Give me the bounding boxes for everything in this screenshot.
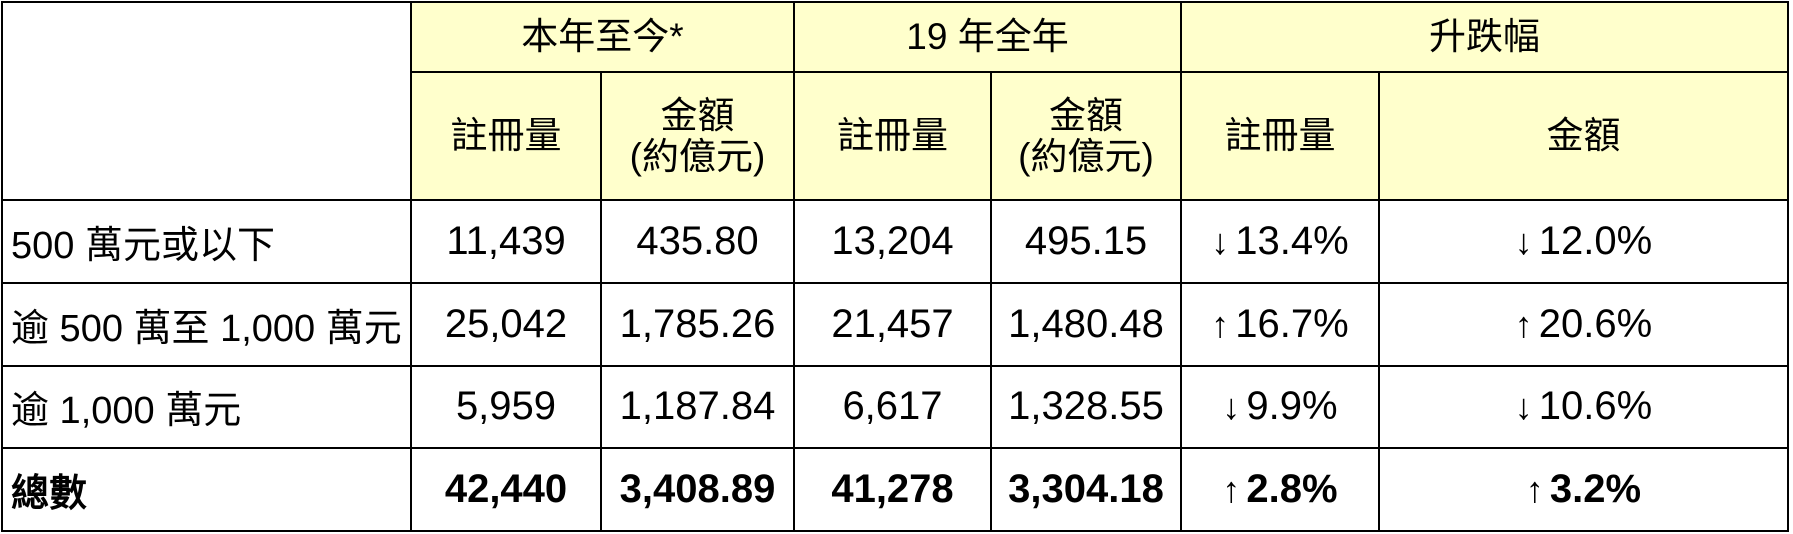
header-group-row: 本年至今* 19 年全年 升跌幅 <box>1 1 1789 201</box>
subheader-line1: 金額 <box>1049 94 1123 136</box>
arrow-down-icon: ↓ <box>1514 220 1533 262</box>
cell-ytd-count: 5,959 <box>410 364 602 450</box>
cell-change-amount: ↓ 12.0% <box>1378 199 1789 284</box>
subheader-line2: (約億元) <box>629 136 766 177</box>
subheader-ytd-amount: 金額 (約億元) <box>600 71 795 201</box>
header-group-change: 升跌幅 <box>1180 1 1789 73</box>
table-body: 500 萬元或以下 11,439 435.80 13,204 495.15 ↓ 1… <box>1 199 1789 532</box>
header-group-fullyear-19: 19 年全年 <box>793 1 1182 73</box>
header-subgroup-row: 註冊量 金額 (約億元) 註冊量 金額 (約億元) 註冊量 金額 <box>2 71 1789 201</box>
row-label: 總數 <box>1 447 412 532</box>
cell-ytd-count: 42,440 <box>410 447 602 532</box>
cell-change-amount: ↑ 20.6% <box>1378 281 1789 367</box>
subheader-line1: 金額 <box>1546 115 1621 157</box>
cell-change-count: ↓ 9.9% <box>1180 364 1380 450</box>
cell-change-count: ↓ 13.4% <box>1180 199 1380 284</box>
change-value: 9.9% <box>1246 384 1338 429</box>
subheader-line1: 金額 <box>660 94 735 136</box>
subheader-y19-count: 註冊量 <box>793 71 992 201</box>
change-value: 13.4% <box>1235 218 1349 263</box>
change-value: 10.6% <box>1538 384 1653 429</box>
cell-change-amount: ↓ 10.6% <box>1378 364 1789 450</box>
change-value: 12.0% <box>1538 218 1653 263</box>
row-label: 逾 1,000 萬元 <box>1 364 412 450</box>
subheader-change-count: 註冊量 <box>1180 71 1380 201</box>
cell-y19-count: 6,617 <box>793 364 992 450</box>
table-row: 逾 1,000 萬元 5,959 1,187.84 6,617 1,328.55… <box>1 364 1789 450</box>
arrow-up-icon: ↑ <box>1222 469 1241 511</box>
cell-change-amount: ↑ 3.2% <box>1378 447 1789 532</box>
change-value: 2.8% <box>1246 467 1338 512</box>
table-row: 逾 500 萬至 1,000 萬元 25,042 1,785.26 21,457… <box>1 281 1789 367</box>
cell-ytd-amount: 3,408.89 <box>600 447 795 532</box>
change-value: 16.7% <box>1235 301 1349 346</box>
arrow-up-icon: ↑ <box>1525 469 1544 511</box>
cell-y19-amount: 1,480.48 <box>990 281 1182 367</box>
cell-ytd-amount: 1,785.26 <box>600 281 795 367</box>
change-value: 20.6% <box>1538 301 1653 346</box>
subheader-line2: (約億元) <box>1018 136 1154 177</box>
arrow-down-icon: ↓ <box>1211 220 1230 262</box>
subheader-y19-amount: 金額 (約億元) <box>990 71 1182 201</box>
cell-y19-amount: 1,328.55 <box>990 364 1182 450</box>
subheader-line1: 註冊量 <box>450 115 562 157</box>
change-value: 3.2% <box>1549 467 1642 512</box>
arrow-up-icon: ↑ <box>1211 303 1230 345</box>
arrow-down-icon: ↓ <box>1514 386 1533 428</box>
cell-ytd-amount: 1,187.84 <box>600 364 795 450</box>
header-group-ytd: 本年至今* <box>410 1 795 73</box>
cell-y19-count: 41,278 <box>793 447 992 532</box>
arrow-up-icon: ↑ <box>1514 303 1533 345</box>
subheader-line1: 註冊量 <box>1224 115 1336 157</box>
subheader-line1: 註冊量 <box>837 115 948 157</box>
row-label: 逾 500 萬至 1,000 萬元 <box>1 281 412 367</box>
header-corner-cell <box>1 1 412 201</box>
table-row-total: 總數 42,440 3,408.89 41,278 3,304.18 ↑ 2.8%… <box>1 447 1789 532</box>
subheader-ytd-count: 註冊量 <box>410 71 602 201</box>
cell-ytd-count: 11,439 <box>410 199 602 284</box>
subheader-change-amount: 金額 <box>1378 71 1789 201</box>
cell-change-count: ↑ 16.7% <box>1180 281 1380 367</box>
cell-y19-amount: 3,304.18 <box>990 447 1182 532</box>
cell-change-count: ↑ 2.8% <box>1180 447 1380 532</box>
cell-y19-count: 13,204 <box>793 199 992 284</box>
row-label: 500 萬元或以下 <box>1 199 412 284</box>
cell-ytd-count: 25,042 <box>410 281 602 367</box>
cell-ytd-amount: 435.80 <box>600 199 795 284</box>
table-header: 本年至今* 19 年全年 升跌幅 註冊量 金額 (約億元) 註冊量 金額 (約億… <box>1 1 1789 201</box>
table-row: 500 萬元或以下 11,439 435.80 13,204 495.15 ↓ 1… <box>1 199 1789 284</box>
arrow-down-icon: ↓ <box>1222 386 1241 428</box>
cell-y19-amount: 495.15 <box>990 199 1182 284</box>
cell-y19-count: 21,457 <box>793 281 992 367</box>
